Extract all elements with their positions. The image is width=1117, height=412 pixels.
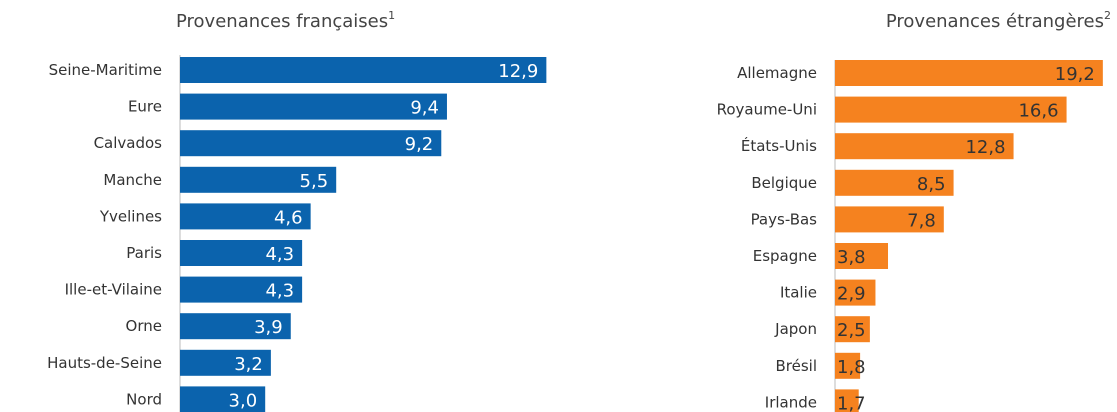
french-value-label-manche: 5,5 [300,171,329,192]
foreign-bar-etats-unis [835,133,1014,160]
french-value-label-paris: 4,3 [265,244,294,265]
french-bar-paris [180,240,303,266]
french-value-label-ille-et-vilaine: 4,3 [265,281,294,302]
foreign-value-label-italie: 2,9 [837,284,866,305]
french-value-label-nord: 3,0 [229,390,258,411]
foreign-bar-pays-bas [835,206,944,233]
foreign-value-label-japon: 2,5 [837,320,866,341]
foreign-category-label-irlande: Irlande [765,393,817,411]
french-category-label-manche: Manche [103,171,162,189]
french-value-label-hauts-de-seine: 3,2 [234,354,263,375]
french-category-label-paris: Paris [126,244,162,262]
foreign-value-label-espagne: 3,8 [837,247,866,268]
french-bar-hauts-de-seine [180,349,271,376]
foreign-origins-bar-chart: Provenances étrangères2 Allemagne 19,2 Roya… [717,9,1111,412]
french-bar-calvados [180,130,442,157]
french-origins-bar-chart: Provenances françaises1 Seine-Maritime 12,… [47,9,547,412]
foreign-value-label-belgique: 8,5 [917,174,946,195]
foreign-category-label-pays-bas: Pays-Bas [751,210,818,228]
foreign-category-label-allemagne: Allemagne [737,64,817,82]
french-category-label-eure: Eure [128,98,162,116]
foreign-value-label-royaume-uni: 16,6 [1018,101,1058,122]
foreign-category-label-royaume-uni: Royaume-Uni [717,101,817,119]
foreign-bar-irlande [835,389,859,412]
foreign-bar-espagne [835,243,889,269]
french-bar-ille-et-vilaine [180,276,303,303]
french-category-label-orne: Orne [126,317,162,335]
foreign-value-label-pays-bas: 7,8 [907,210,936,231]
foreign-bar-italie [835,279,876,306]
foreign-category-label-bresil: Brésil [775,357,817,375]
french-bar-nord [180,386,266,412]
french-category-label-nord: Nord [126,390,162,408]
french-value-label-yvelines: 4,6 [274,207,303,228]
french-value-label-calvados: 9,2 [405,134,434,155]
foreign-value-label-etats-unis: 12,8 [965,137,1005,158]
french-bar-eure [180,93,447,120]
french-category-label-seine-maritime: Seine-Maritime [49,61,162,79]
foreign-category-label-belgique: Belgique [751,174,817,192]
chart-panel-french-origins: Provenances françaises1 Seine-Maritime 12,… [47,9,547,412]
french-category-label-hauts-de-seine: Hauts-de-Seine [47,354,162,372]
french-bar-orne [180,313,291,340]
foreign-category-label-japon: Japon [774,320,817,338]
foreign-value-label-irlande: 1,7 [837,393,866,412]
french-chart-title: Provenances françaises1 [176,9,395,32]
french-category-label-calvados: Calvados [94,134,163,152]
foreign-chart-title: Provenances étrangères2 [886,9,1111,32]
foreign-category-label-espagne: Espagne [753,247,817,265]
foreign-chart-title-footnote: 2 [1104,9,1111,22]
french-value-label-eure: 9,4 [410,98,439,119]
foreign-bar-belgique [835,169,954,196]
foreign-category-label-italie: Italie [780,284,817,302]
french-bar-manche [180,166,337,193]
french-chart-title-footnote: 1 [388,9,395,22]
foreign-category-label-etats-unis: États-Unis [741,136,817,155]
foreign-bar-allemagne [835,60,1103,86]
french-value-label-seine-maritime: 12,9 [498,61,538,82]
french-category-label-yvelines: Yvelines [99,207,162,225]
foreign-bar-royaume-uni [835,96,1067,123]
foreign-value-label-allemagne: 19,2 [1055,64,1095,85]
foreign-bar-bresil [835,352,861,379]
french-value-label-orne: 3,9 [254,317,283,338]
foreign-value-label-bresil: 1,8 [837,357,866,378]
french-category-label-ille-et-vilaine: Ille-et-Vilaine [65,281,162,299]
chart-panel-foreign-origins: Provenances étrangères2 Allemagne 19,2 Roya… [560,0,1117,412]
french-bar-seine-maritime [180,57,547,83]
french-bar-yvelines [180,203,311,230]
foreign-bar-japon [835,316,870,343]
